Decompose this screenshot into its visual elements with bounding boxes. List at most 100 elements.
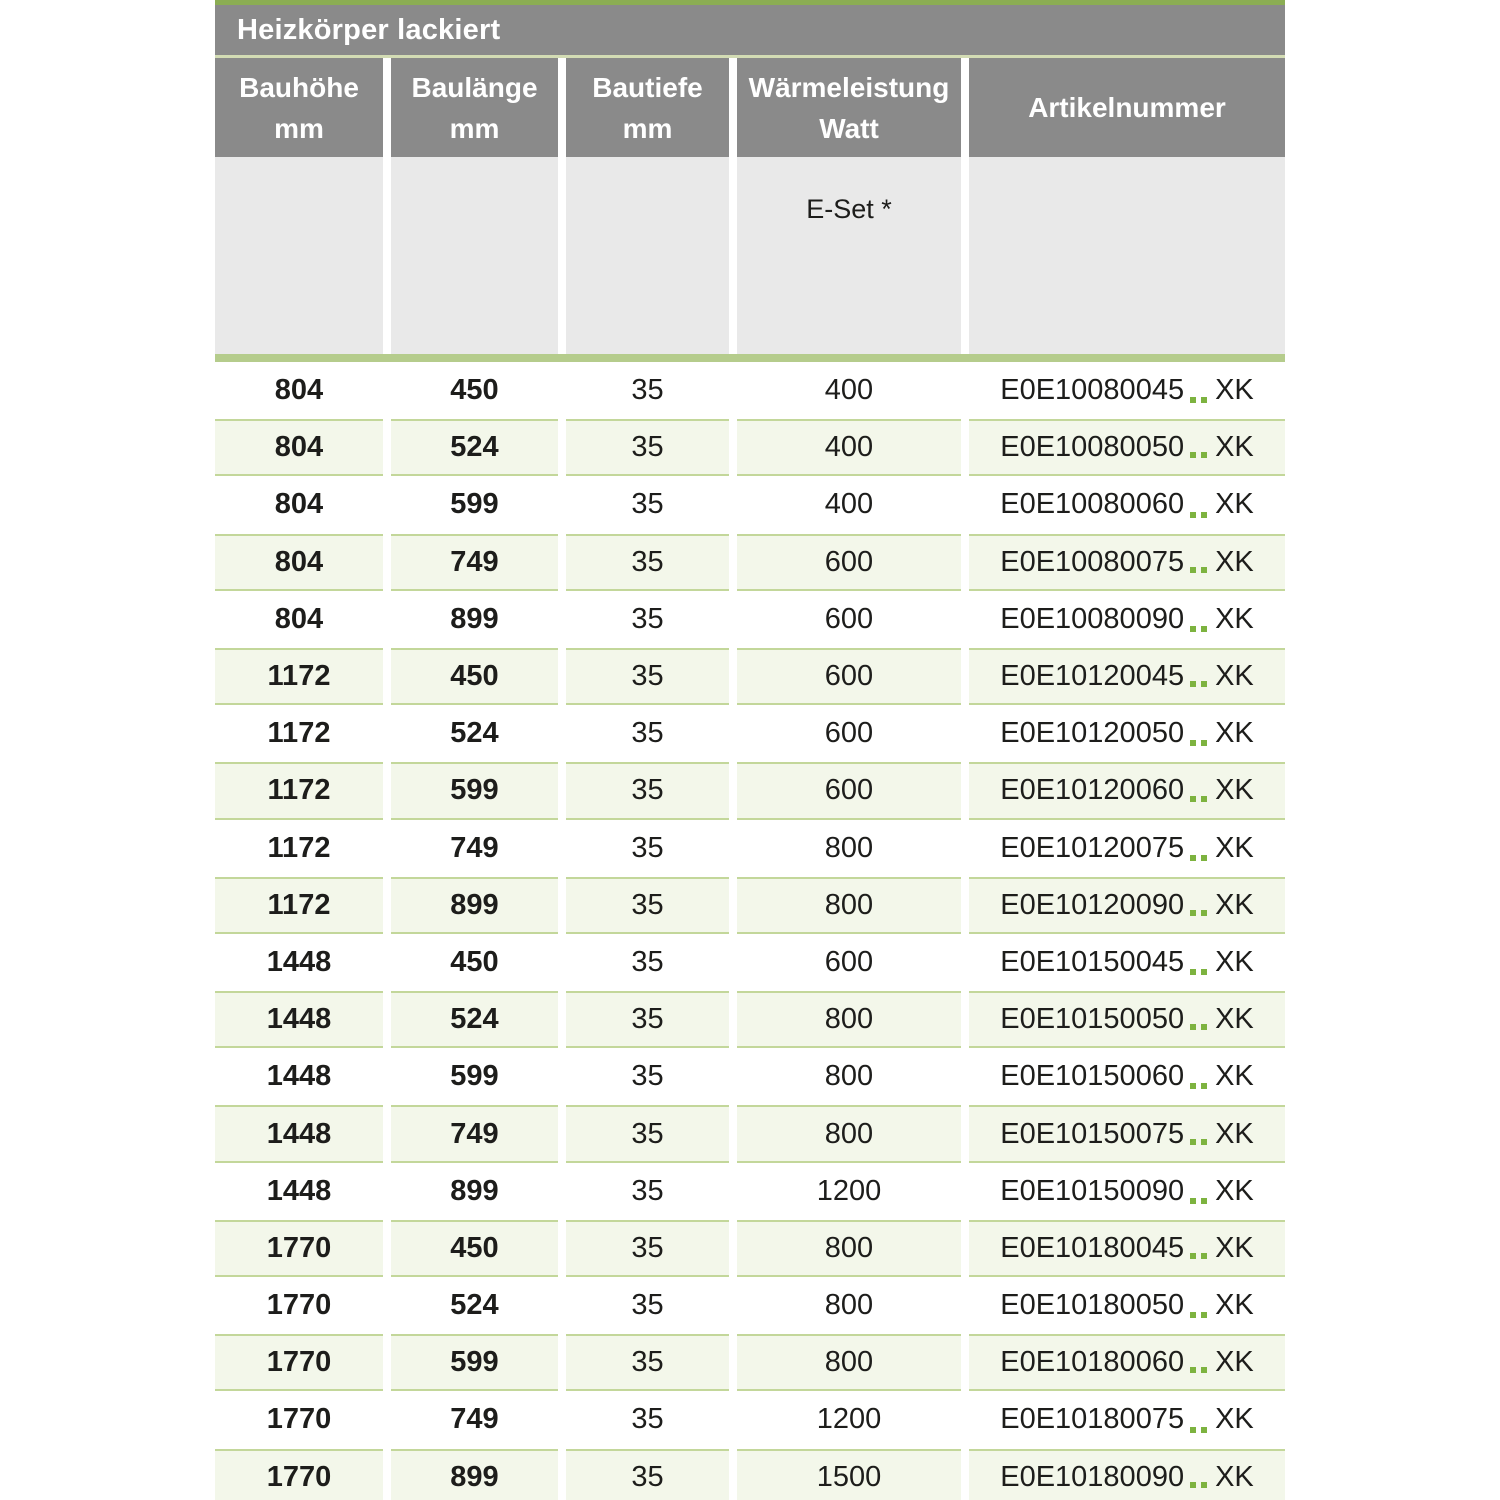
watt-value: 600 [824, 717, 874, 750]
artikel-placeholder-dot [1190, 1481, 1197, 1488]
cell-waermeleistung: 800 [737, 1105, 961, 1163]
artikel-placeholder-dot [1190, 1426, 1197, 1433]
cell-baulaenge: 899 [391, 1163, 558, 1220]
cell-baulaenge: 899 [391, 591, 558, 648]
artikelnummer-value: E0E10120075 [1000, 831, 1185, 864]
cell-waermeleistung: 1200 [737, 1391, 961, 1448]
cell-baulaenge: 524 [391, 1277, 558, 1334]
bautiefe-value: 35 [631, 831, 664, 864]
table-row: 1448 599 35 800 E0E10150060 XK [215, 1048, 1285, 1105]
bauhoehe-value: 804 [274, 545, 324, 578]
cell-baulaenge: 899 [391, 876, 558, 934]
cell-baulaenge: 524 [391, 991, 558, 1049]
artikel-placeholder-dot [1190, 1083, 1197, 1090]
cell-bautiefe: 35 [566, 647, 729, 706]
bauhoehe-value: 1770 [266, 1460, 332, 1493]
cell-bauhoehe: 804 [215, 419, 383, 477]
watt-value: 800 [824, 1346, 874, 1379]
artikel-placeholder-dot [1190, 854, 1197, 861]
artikelnummer-suffix: XK [1215, 774, 1254, 807]
artikel-placeholder-dot [1201, 1426, 1208, 1433]
bauhoehe-value: 1770 [266, 1403, 332, 1436]
cell-bauhoehe: 1770 [215, 1448, 383, 1500]
artikel-placeholder-dot [1201, 909, 1208, 916]
bautiefe-value: 35 [631, 374, 664, 407]
cell-bautiefe: 35 [566, 876, 729, 934]
cell-bautiefe: 35 [566, 362, 729, 419]
bautiefe-value: 35 [631, 545, 664, 578]
cell-bauhoehe: 804 [215, 591, 383, 648]
cell-waermeleistung: 600 [737, 533, 961, 591]
watt-value: 600 [824, 545, 874, 578]
bauhoehe-value: 1770 [266, 1231, 332, 1264]
bauhoehe-value: 1448 [266, 1174, 332, 1207]
column-label: Bautiefe [592, 71, 703, 103]
baulaenge-value: 749 [450, 1403, 499, 1436]
cell-waermeleistung: 400 [737, 419, 961, 477]
table-row: 1448 899 35 1200 E0E10150090 XK [215, 1163, 1285, 1220]
watt-value: 600 [824, 660, 874, 693]
artikel-placeholder-dot [1201, 854, 1208, 861]
cell-bautiefe: 35 [566, 1448, 729, 1500]
artikelnummer-value: E0E10080060 [1000, 488, 1185, 521]
column-unit: mm [274, 112, 324, 144]
cell-bauhoehe: 1172 [215, 820, 383, 877]
artikel-placeholder-dot [1201, 452, 1208, 459]
table-body: 804 450 35 400 E0E10080045 XK 804 524 35… [215, 362, 1285, 1500]
baulaenge-value: 450 [450, 1231, 499, 1264]
table-row: 1172 524 35 600 E0E10120050 XK [215, 705, 1285, 762]
cell-bautiefe: 35 [566, 1334, 729, 1392]
artikelnummer-value: E0E10150045 [1000, 945, 1185, 978]
artikelnummer-value: E0E10120060 [1000, 774, 1185, 807]
cell-waermeleistung: 600 [737, 591, 961, 648]
column-header-bautiefe: Bautiefe mm [566, 58, 729, 157]
cell-bautiefe: 35 [566, 705, 729, 762]
artikelnummer-suffix: XK [1215, 660, 1254, 693]
table-row: 804 749 35 600 E0E10080075 XK [215, 533, 1285, 591]
artikelnummer-suffix: XK [1215, 717, 1254, 750]
cell-baulaenge: 749 [391, 533, 558, 591]
baulaenge-value: 524 [450, 1289, 499, 1322]
cell-bauhoehe: 1770 [215, 1391, 383, 1448]
bautiefe-value: 35 [631, 1174, 664, 1207]
baulaenge-value: 749 [450, 831, 499, 864]
artikel-placeholder-dot [1201, 625, 1208, 632]
cell-artikelnummer: E0E10120060 XK [969, 762, 1285, 820]
artikel-placeholder-dot [1201, 795, 1208, 802]
bauhoehe-value: 1448 [266, 1003, 332, 1036]
artikelnummer-value: E0E10120050 [1000, 717, 1185, 750]
baulaenge-value: 899 [450, 602, 499, 635]
artikel-placeholder-dot [1201, 1024, 1208, 1031]
cell-bautiefe: 35 [566, 991, 729, 1049]
watt-value: 600 [824, 602, 874, 635]
watt-value: 400 [824, 488, 874, 521]
table-row: 1448 524 35 800 E0E10150050 XK [215, 991, 1285, 1049]
cell-baulaenge: 524 [391, 705, 558, 762]
cell-artikelnummer: E0E10180050 XK [969, 1277, 1285, 1334]
watt-value: 800 [824, 1231, 874, 1264]
cell-bauhoehe: 1172 [215, 762, 383, 820]
bauhoehe-value: 804 [274, 602, 324, 635]
column-label: Artikelnummer [1028, 92, 1226, 123]
artikel-placeholder-dot [1201, 1367, 1208, 1374]
cell-bauhoehe: 804 [215, 533, 383, 591]
cell-waermeleistung: 800 [737, 1277, 961, 1334]
artikelnummer-value: E0E10150090 [1000, 1174, 1185, 1207]
baulaenge-value: 599 [450, 1060, 499, 1093]
bautiefe-value: 35 [631, 602, 664, 635]
subheader-cell [566, 157, 729, 354]
cell-waermeleistung: 800 [737, 1219, 961, 1277]
baulaenge-value: 899 [450, 1174, 499, 1207]
bautiefe-value: 35 [631, 1403, 664, 1436]
watt-value: 400 [824, 374, 874, 407]
watt-value: 400 [824, 431, 874, 464]
artikelnummer-suffix: XK [1215, 831, 1254, 864]
table-row: 1770 899 35 1500 E0E10180090 XK [215, 1448, 1285, 1500]
cell-artikelnummer: E0E10120045 XK [969, 647, 1285, 706]
artikel-placeholder-dot [1190, 566, 1197, 573]
column-header-bauhoehe: Bauhöhe mm [215, 58, 383, 157]
cell-bautiefe: 35 [566, 476, 729, 533]
cell-waermeleistung: 800 [737, 991, 961, 1049]
cell-bauhoehe: 1770 [215, 1334, 383, 1392]
cell-bautiefe: 35 [566, 1163, 729, 1220]
